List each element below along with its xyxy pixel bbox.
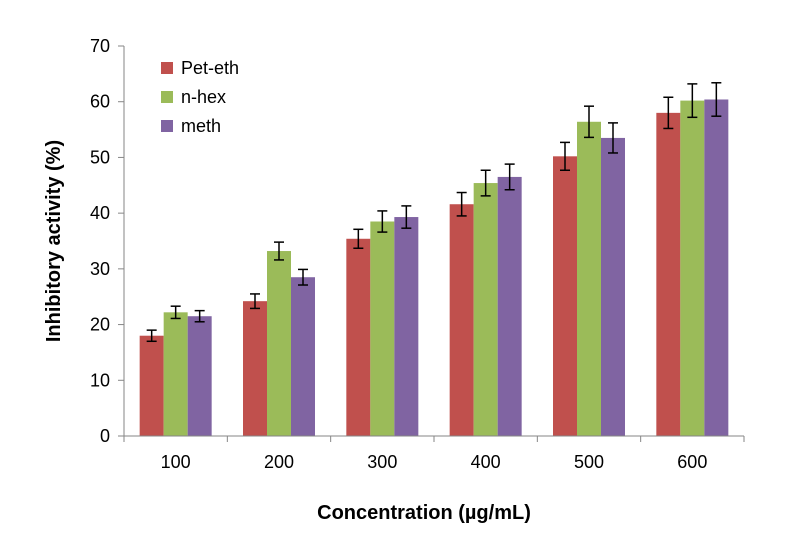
bar-meth xyxy=(394,217,419,436)
bar-n-hex xyxy=(473,183,498,436)
bar-pet-eth xyxy=(656,112,681,436)
y-tick-label: 60 xyxy=(90,92,110,112)
y-tick-label: 0 xyxy=(100,426,110,446)
x-tick-label: 600 xyxy=(677,452,707,472)
bar-n-hex xyxy=(680,100,705,436)
bar-meth xyxy=(601,137,625,436)
bar-n-hex xyxy=(267,251,291,436)
x-axis: 100 200 300 400 500 600 xyxy=(123,435,745,472)
bar-n-hex xyxy=(370,221,395,436)
y-tick-label: 40 xyxy=(90,203,110,223)
bar-pet-eth xyxy=(139,335,164,436)
bar-meth xyxy=(291,277,315,436)
legend-label: n-hex xyxy=(181,87,226,107)
x-tick-label: 300 xyxy=(367,452,397,472)
x-tick-label: 500 xyxy=(574,452,604,472)
bar-pet-eth xyxy=(449,204,474,436)
x-axis-title: Concentration (µg/mL) xyxy=(317,502,531,524)
y-axis-title: Inhibitory activity (%) xyxy=(43,140,65,342)
legend-swatch xyxy=(161,120,173,132)
bar-n-hex xyxy=(577,121,601,437)
plot-area xyxy=(139,82,729,437)
bar-meth xyxy=(704,99,729,436)
bar-pet-eth xyxy=(553,156,577,437)
y-axis: 0 10 20 30 40 50 60 70 xyxy=(90,36,125,446)
y-tick-label: 70 xyxy=(90,36,110,56)
legend-label: Pet-eth xyxy=(181,58,239,78)
bar-n-hex xyxy=(163,312,188,436)
bar-meth xyxy=(187,316,212,436)
legend-swatch xyxy=(161,91,173,103)
legend: Pet-eth n-hex meth xyxy=(161,58,239,136)
x-tick-label: 200 xyxy=(264,452,294,472)
bar-pet-eth xyxy=(243,301,267,436)
bar-meth xyxy=(497,176,522,436)
bar-pet-eth xyxy=(346,238,371,436)
y-tick-label: 30 xyxy=(90,259,110,279)
y-tick-label: 10 xyxy=(90,370,110,390)
y-tick-label: 50 xyxy=(90,147,110,167)
legend-label: meth xyxy=(181,116,221,136)
x-tick-label: 100 xyxy=(161,452,191,472)
y-tick-label: 20 xyxy=(90,315,110,335)
x-tick-label: 400 xyxy=(471,452,501,472)
legend-swatch xyxy=(161,62,173,74)
